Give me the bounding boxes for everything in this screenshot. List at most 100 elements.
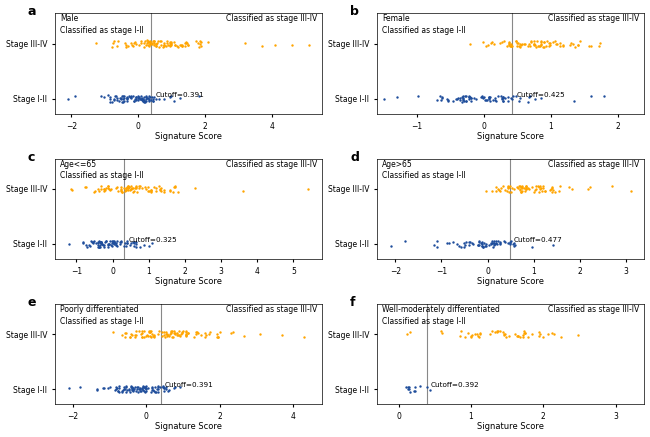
Point	[125, 94, 136, 101]
Point	[474, 239, 484, 246]
Text: d: d	[350, 151, 359, 163]
Point	[520, 329, 530, 336]
Point	[164, 42, 175, 49]
Point	[506, 40, 516, 47]
Point	[116, 183, 127, 190]
Point	[553, 187, 564, 194]
Point	[567, 41, 578, 48]
Point	[506, 188, 516, 195]
Point	[119, 384, 129, 391]
Point	[564, 41, 575, 48]
Point	[545, 187, 555, 194]
Point	[126, 383, 136, 390]
Point	[122, 96, 132, 103]
Point	[461, 238, 471, 245]
Point	[153, 384, 163, 391]
Point	[464, 93, 474, 100]
Text: Cutoff=0.425: Cutoff=0.425	[516, 92, 565, 98]
Point	[166, 329, 176, 336]
Point	[141, 385, 151, 392]
Text: c: c	[28, 151, 35, 163]
Point	[116, 331, 127, 338]
Point	[506, 43, 516, 50]
Point	[497, 328, 508, 335]
Point	[119, 98, 129, 105]
Point	[161, 386, 171, 393]
Point	[119, 184, 129, 191]
Point	[515, 186, 525, 193]
Point	[129, 40, 139, 47]
Point	[89, 188, 99, 195]
Point	[385, 242, 396, 249]
Point	[113, 37, 124, 44]
Point	[530, 43, 541, 50]
Point	[151, 41, 161, 48]
Point	[134, 386, 144, 393]
Point	[131, 97, 142, 104]
Point	[205, 328, 215, 335]
Point	[499, 95, 509, 102]
Point	[513, 332, 523, 339]
Point	[498, 93, 508, 100]
Point	[174, 332, 185, 339]
Point	[98, 384, 109, 391]
Point	[146, 333, 156, 340]
Point	[143, 183, 153, 190]
Point	[458, 97, 468, 104]
Point	[145, 327, 155, 334]
Point	[116, 187, 127, 194]
Point	[144, 243, 154, 250]
Point	[493, 185, 503, 192]
Point	[539, 38, 549, 45]
Point	[106, 185, 116, 192]
Point	[476, 239, 487, 246]
Point	[453, 95, 463, 102]
Point	[117, 188, 127, 195]
Point	[134, 183, 144, 190]
Point	[404, 386, 414, 393]
Point	[116, 238, 126, 245]
Point	[138, 98, 149, 105]
Point	[141, 93, 151, 100]
Point	[467, 332, 477, 339]
Point	[402, 330, 412, 337]
Point	[169, 38, 179, 45]
Point	[96, 238, 106, 245]
Point	[543, 43, 554, 50]
Point	[476, 239, 486, 246]
Point	[88, 238, 99, 245]
Point	[528, 41, 539, 48]
Point	[121, 187, 131, 194]
Point	[508, 240, 519, 247]
Point	[544, 39, 554, 46]
Point	[540, 187, 551, 194]
Point	[136, 330, 146, 337]
Point	[121, 42, 131, 49]
Point	[107, 40, 118, 47]
Point	[63, 96, 73, 103]
Point	[131, 185, 141, 192]
Point	[126, 383, 136, 390]
Point	[145, 328, 155, 335]
Point	[514, 182, 524, 189]
Point	[153, 38, 163, 45]
Text: Cutoff=0.391: Cutoff=0.391	[164, 382, 213, 388]
Point	[465, 239, 476, 246]
Point	[473, 237, 484, 244]
Point	[136, 333, 147, 340]
Point	[540, 187, 550, 194]
Point	[511, 38, 521, 45]
Point	[555, 183, 566, 190]
Point	[103, 385, 113, 392]
Point	[125, 239, 136, 246]
Point	[138, 43, 149, 50]
Point	[140, 384, 151, 391]
Point	[460, 333, 471, 340]
Point	[145, 39, 155, 46]
Point	[503, 98, 514, 105]
Point	[166, 39, 176, 46]
Point	[464, 241, 474, 248]
Point	[117, 188, 127, 195]
Point	[524, 41, 534, 48]
Point	[466, 333, 476, 340]
